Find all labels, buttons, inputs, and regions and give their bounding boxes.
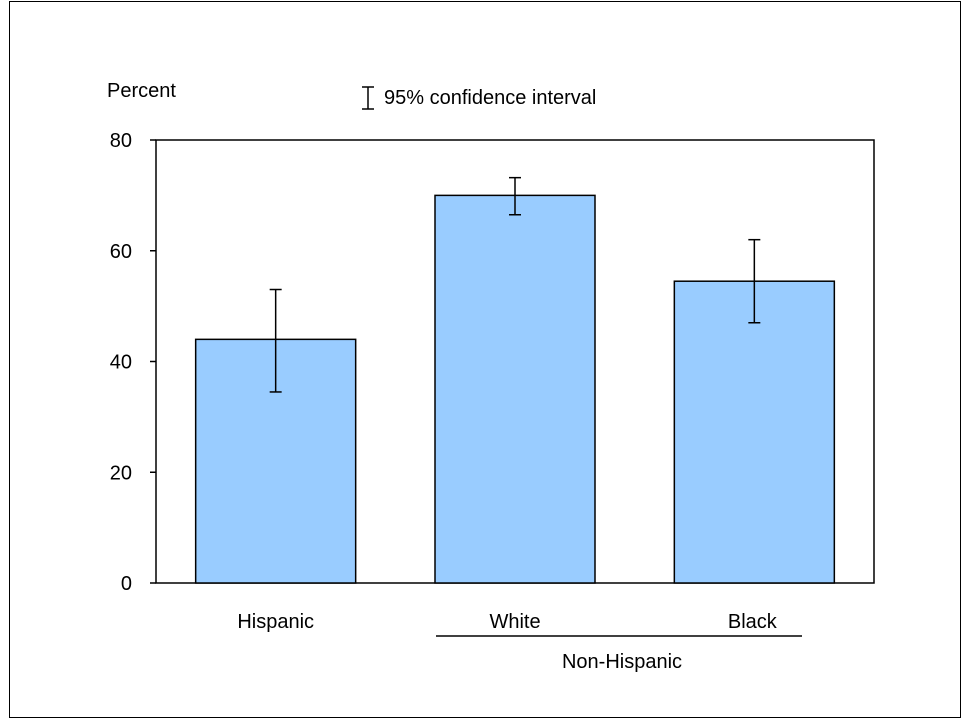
group-label: Non-Hispanic	[562, 651, 682, 673]
error-bar-white	[509, 176, 521, 216]
legend: 95% confidence interval	[362, 86, 596, 110]
bars	[194, 194, 836, 584]
y-tick-label: 40	[110, 352, 132, 374]
x-tick-label: White	[489, 611, 540, 633]
bar-black	[673, 280, 836, 584]
y-tick-label: 0	[121, 573, 132, 595]
legend-label: 95% confidence interval	[384, 87, 596, 109]
y-tick-label: 20	[110, 462, 132, 484]
y-axis: 0 20 40 60 80	[110, 130, 156, 595]
y-tick-label: 60	[110, 241, 132, 263]
x-axis-labels: Hispanic White Black	[237, 611, 777, 633]
y-axis-label: Percent	[107, 80, 176, 102]
error-bar-black	[748, 238, 761, 324]
bar-white	[434, 194, 596, 584]
y-tick-label: 80	[110, 130, 132, 152]
error-bars	[269, 176, 761, 393]
x-tick-label: Hispanic	[237, 611, 314, 633]
error-bar-hispanic	[269, 288, 282, 393]
x-tick-label: Black	[728, 611, 778, 633]
